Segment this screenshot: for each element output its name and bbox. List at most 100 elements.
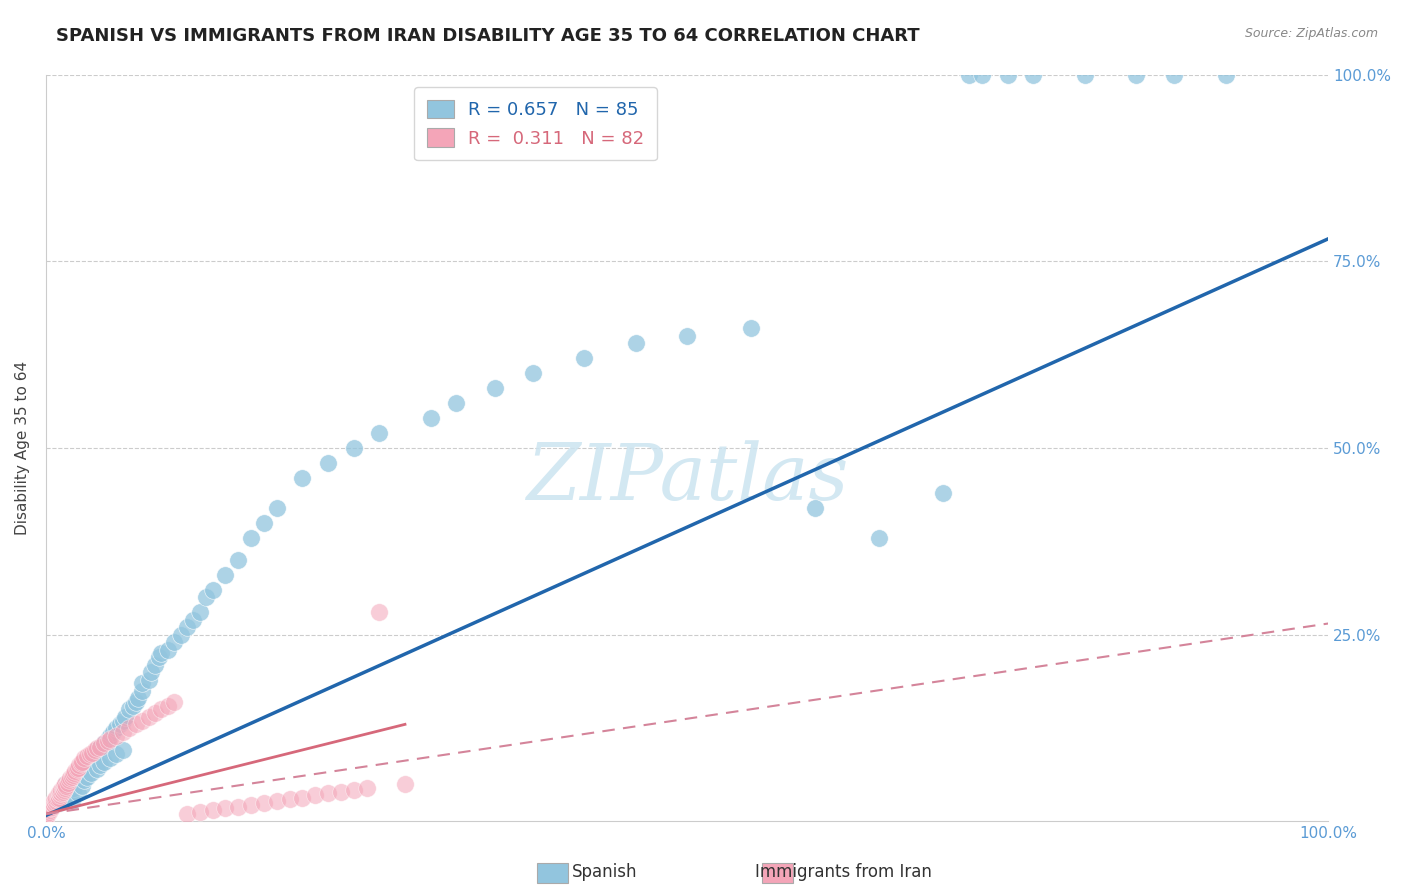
Point [138,710,160,724]
Point [66,786,89,800]
Point [253,796,276,810]
Point [37,808,59,822]
Point [214,568,236,582]
Point [240,797,263,812]
Point [73,751,96,765]
Point [368,425,391,440]
Point [394,777,416,791]
Point [240,531,263,545]
Text: SPANISH VS IMMIGRANTS FROM IRAN DISABILITY AGE 35 TO 64 CORRELATION CHART: SPANISH VS IMMIGRANTS FROM IRAN DISABILI… [56,27,920,45]
FancyBboxPatch shape [762,863,793,883]
Point [1163,68,1185,82]
Point [52,783,75,797]
Point [163,635,186,649]
Point [316,456,339,470]
Point [63,765,86,780]
Point [176,807,198,822]
Point [52,780,75,795]
Point [125,717,148,731]
Point [98,729,121,743]
Point [183,613,205,627]
Point [86,741,108,756]
Point [201,582,224,597]
Text: Spanish: Spanish [572,863,637,881]
Point [42,793,65,807]
Point [148,650,170,665]
Point [49,789,72,803]
Point [70,779,93,793]
Point [740,321,762,335]
Point [522,366,544,380]
Point [163,695,186,709]
Point [83,747,105,762]
Point [368,605,391,619]
Point [111,714,134,728]
Point [48,786,70,800]
Point [188,805,211,820]
Point [105,747,128,762]
Point [73,758,96,772]
Point [226,799,249,814]
Point [278,792,301,806]
Point [484,381,506,395]
Point [957,68,980,82]
Point [111,743,134,757]
Point [188,605,211,619]
Point [143,657,166,672]
Point [89,739,111,754]
Point [86,743,108,757]
Point [80,765,103,780]
Text: Source: ZipAtlas.com: Source: ZipAtlas.com [1244,27,1378,40]
Point [73,773,96,788]
Point [118,702,141,716]
Point [226,553,249,567]
Point [93,755,115,769]
Point [51,786,73,800]
Point [266,793,288,807]
Point [67,758,90,772]
Point [76,748,98,763]
Point [195,591,218,605]
Point [304,789,326,803]
Point [53,777,76,791]
Point [105,721,128,735]
Point [37,803,59,817]
Point [201,803,224,817]
Point [419,411,441,425]
Point [105,729,128,743]
Point [38,803,60,817]
Point [41,799,63,814]
Point [804,500,827,515]
Point [624,336,647,351]
Point [291,471,314,485]
Point [45,792,67,806]
Point [446,396,468,410]
Point [150,702,173,716]
Point [69,756,91,771]
Point [63,780,86,795]
Point [131,683,153,698]
Point [44,796,66,810]
Point [66,765,89,780]
Point [111,724,134,739]
Point [96,732,118,747]
Point [60,773,83,788]
Point [93,736,115,750]
Y-axis label: Disability Age 35 to 64: Disability Age 35 to 64 [15,361,30,535]
Point [66,762,89,776]
Point [86,762,108,776]
Text: Immigrants from Iran: Immigrants from Iran [755,863,932,881]
Point [176,620,198,634]
Point [35,807,58,822]
Point [79,747,101,762]
Point [101,724,124,739]
Point [46,789,69,803]
Point [156,698,179,713]
Point [110,717,132,731]
Point [59,771,82,785]
Point [253,516,276,530]
Point [70,762,93,776]
Point [574,351,596,366]
Text: ZIPatlas: ZIPatlas [526,440,848,516]
Point [1215,68,1237,82]
